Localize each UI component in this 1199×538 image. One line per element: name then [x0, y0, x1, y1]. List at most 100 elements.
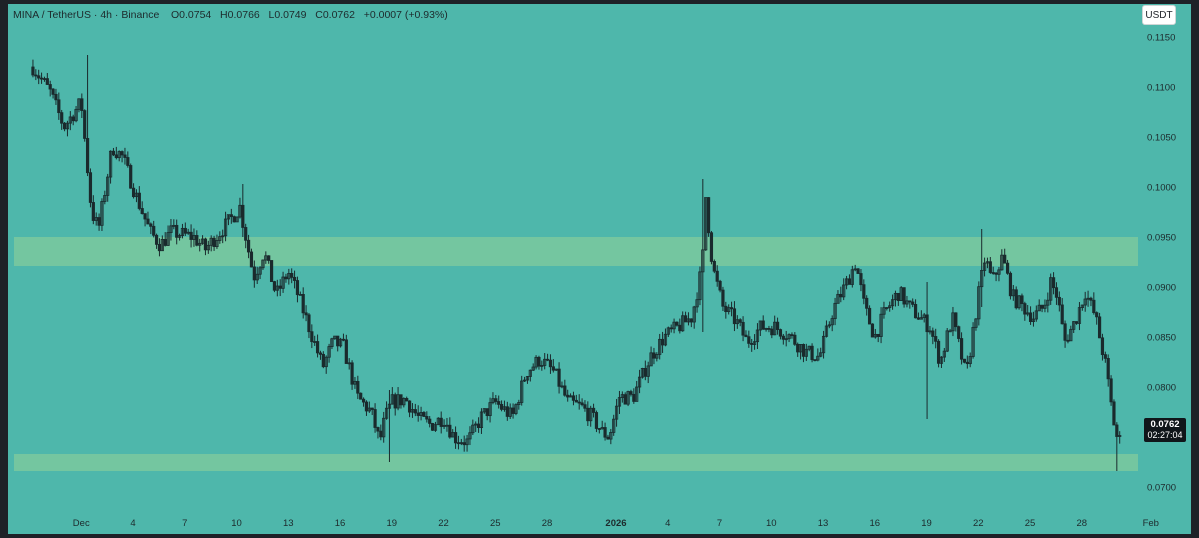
candle-body [416, 412, 420, 416]
candle-body [249, 251, 254, 268]
candle-body [264, 255, 268, 261]
candle-body [842, 284, 846, 298]
candle-body [1017, 295, 1021, 309]
candle-body [853, 268, 857, 271]
candle-body [1037, 304, 1041, 312]
candle-body [77, 98, 81, 110]
candle-body [781, 335, 785, 340]
candle-body [384, 407, 389, 419]
candle-body [407, 400, 412, 413]
candle-body [816, 355, 820, 361]
candle-body [1109, 378, 1113, 403]
candle-body [123, 154, 127, 158]
candle-body [333, 335, 337, 340]
x-tick-label: 28 [1076, 518, 1087, 529]
candle-body [321, 353, 325, 368]
candle-body [796, 343, 800, 353]
ohlc-change: +0.0007 (+0.93%) [363, 9, 448, 21]
currency-unit-button[interactable]: USDT [1142, 5, 1176, 25]
candle-body [451, 432, 455, 438]
candle-body [936, 340, 941, 364]
candle-body [330, 338, 334, 347]
candle-body [916, 317, 921, 320]
candle-body [425, 416, 429, 420]
ohlc-open: O0.0754 [170, 9, 212, 21]
candle-body [801, 344, 806, 357]
candle-body [919, 317, 923, 320]
candle-body [931, 330, 935, 337]
candle-body [108, 150, 113, 178]
candle-body [712, 261, 716, 272]
candle-body [508, 407, 512, 417]
x-tick-label: 25 [490, 518, 501, 529]
candle-body [54, 93, 58, 101]
candle-body [232, 216, 236, 223]
candle-body [315, 341, 320, 354]
candle-body [88, 172, 93, 203]
candle-body [488, 402, 492, 417]
candle-body [1092, 299, 1096, 314]
candle-body [152, 225, 156, 236]
candle-body [172, 224, 176, 227]
candle-body [218, 236, 222, 241]
candle-body [520, 380, 524, 403]
candle-body [189, 231, 193, 240]
candle-body [813, 359, 817, 362]
ohlc-close: C0.0762 [315, 9, 355, 21]
candle-body [338, 338, 343, 347]
candle-body [474, 423, 478, 426]
candle-body [922, 314, 926, 319]
candle-body [735, 319, 739, 325]
candle-body [465, 438, 469, 446]
candle-body [370, 407, 374, 410]
candle-body [433, 424, 438, 431]
candle-body [1008, 272, 1013, 297]
candle-body [1072, 321, 1076, 330]
x-tick-label: 25 [1025, 518, 1036, 529]
candle-body [292, 276, 297, 281]
candle-body [557, 368, 561, 387]
candle-body [773, 321, 777, 336]
candle-body [522, 379, 527, 382]
candle-body [238, 204, 242, 218]
candle-body [715, 270, 719, 282]
candle-body [741, 321, 745, 336]
candle-body [563, 385, 567, 396]
candle-body [623, 394, 627, 405]
candle-body [34, 74, 38, 77]
candle-body [471, 424, 475, 434]
candle-body [652, 352, 656, 359]
candle-body [531, 366, 535, 371]
candle-body [347, 362, 351, 365]
candle-body [580, 402, 584, 406]
candle-body [971, 326, 975, 357]
candle-body [476, 423, 481, 429]
time-axis[interactable] [8, 513, 1191, 534]
candle-body [103, 194, 107, 202]
candle-body [1026, 312, 1030, 315]
candle-body [594, 412, 599, 429]
candle-body [203, 238, 208, 251]
candle-body [879, 313, 883, 337]
candle-body [235, 216, 239, 223]
candle-body [482, 408, 486, 413]
candle-body [1077, 307, 1082, 324]
candle-body [551, 366, 555, 371]
candle-body [695, 299, 699, 308]
y-tick-label: 0.0700 [1147, 483, 1176, 494]
candle-body [729, 307, 734, 310]
candle-body [537, 356, 541, 367]
candle-body [491, 398, 495, 404]
candle-body [1028, 312, 1033, 322]
candle-body [574, 399, 578, 403]
candle-body [157, 243, 162, 252]
candle-body [399, 394, 403, 406]
candle-body [793, 334, 797, 345]
candle-body [68, 116, 72, 124]
x-tick-label: 7 [717, 518, 722, 529]
candle-body [160, 239, 164, 252]
candle-body [844, 278, 849, 286]
candle-body [525, 376, 530, 381]
candle-body [701, 249, 705, 273]
